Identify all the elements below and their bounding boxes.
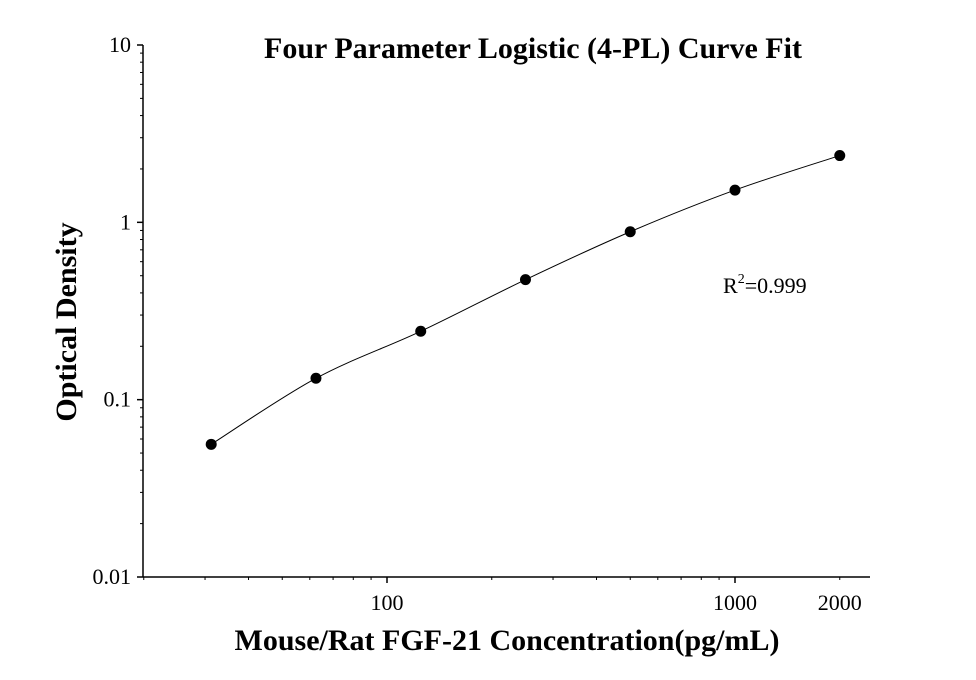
data-point bbox=[310, 372, 322, 384]
data-point bbox=[834, 150, 846, 162]
x-tick-label: 2000 bbox=[818, 590, 862, 615]
axes bbox=[142, 45, 870, 578]
data-point bbox=[624, 226, 636, 238]
r-squared-superscript: 2 bbox=[738, 272, 745, 287]
x-axis-label: Mouse/Rat FGF-21 Concentration(pg/mL) bbox=[235, 624, 780, 657]
x-ticks: 100 1000 2000 bbox=[143, 577, 862, 615]
r-squared-value: =0.999 bbox=[745, 273, 807, 298]
data-point bbox=[729, 184, 741, 196]
y-tick-label: 0.01 bbox=[93, 564, 132, 589]
data-point bbox=[415, 325, 427, 337]
y-tick-label: 10 bbox=[109, 32, 131, 57]
fit-curve bbox=[210, 155, 840, 445]
data-point bbox=[519, 274, 531, 286]
y-tick-label: 0.1 bbox=[104, 387, 132, 412]
data-point bbox=[205, 438, 217, 450]
r-squared-base: R bbox=[723, 273, 738, 298]
r-squared-annotation: R2=0.999 bbox=[723, 272, 807, 298]
y-ticks: 0.01 0.1 1 10 bbox=[93, 32, 143, 589]
y-axis-label: Optical Density bbox=[50, 222, 83, 421]
y-tick-label: 1 bbox=[120, 209, 131, 234]
x-tick-label: 100 bbox=[371, 590, 404, 615]
chart-title: Four Parameter Logistic (4-PL) Curve Fit bbox=[264, 32, 802, 65]
x-tick-label: 1000 bbox=[713, 590, 757, 615]
data-points bbox=[205, 150, 846, 450]
